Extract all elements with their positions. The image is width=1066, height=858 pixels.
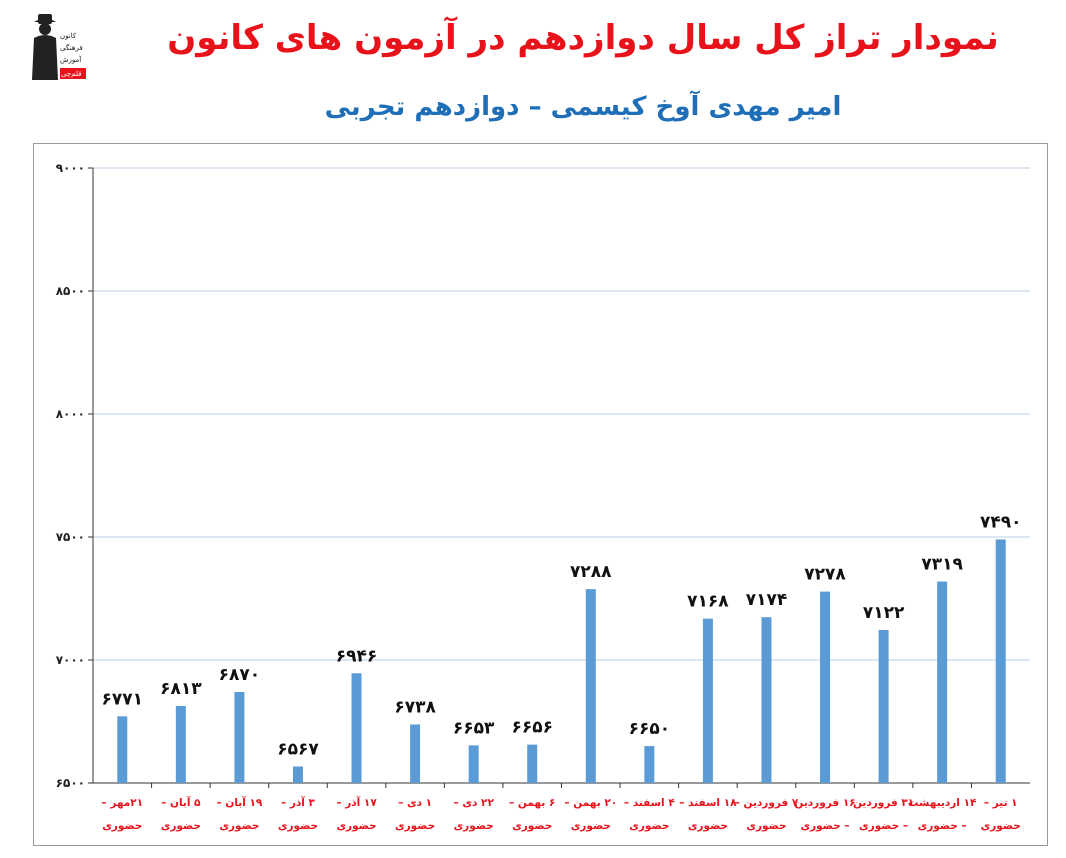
bar bbox=[644, 746, 655, 783]
x-tick-label-sub: حضوری bbox=[981, 820, 1021, 832]
bar bbox=[878, 629, 889, 783]
bar bbox=[995, 539, 1006, 783]
y-tick-label: ۸۵۰۰ bbox=[56, 284, 85, 298]
x-tick-label-sub: حضوری bbox=[219, 820, 259, 832]
x-tick-label: ۵ آبان – bbox=[161, 796, 201, 809]
data-label: ۶۷۳۸ bbox=[394, 697, 436, 717]
data-label: ۷۱۶۸ bbox=[687, 592, 729, 612]
bar bbox=[585, 589, 596, 783]
x-tick-label: ۱۴ اردیبهشت bbox=[908, 797, 977, 809]
x-tick-label: ۲۱مهر – bbox=[101, 797, 143, 809]
bar bbox=[351, 673, 362, 783]
y-tick-label: ۶۵۰۰ bbox=[56, 776, 85, 790]
kanoon-logo: کانون فرهنگی آموزش قلم‌چی bbox=[32, 14, 86, 80]
bar bbox=[527, 744, 538, 783]
data-label: ۷۴۹۰ bbox=[980, 512, 1022, 532]
bar bbox=[117, 716, 128, 783]
y-tick-label: ۷۵۰۰ bbox=[56, 530, 85, 544]
x-tick-label: ۲۰ بهمن – bbox=[564, 797, 617, 809]
x-tick-label: ۱۸ اسفند – bbox=[679, 797, 737, 809]
x-tick-label: ۱ دی – bbox=[398, 797, 432, 809]
bar bbox=[820, 591, 831, 783]
bar bbox=[761, 617, 772, 783]
chart-subtitle: امیر مهدی آوخ کیسمی – دوازدهم تجربی bbox=[324, 92, 842, 122]
bar bbox=[702, 618, 713, 783]
x-tick-label: ۱۷ آذر – bbox=[336, 796, 377, 809]
x-tick-label: ۱ تیر – bbox=[984, 797, 1018, 809]
bar bbox=[234, 691, 245, 783]
x-tick-label-sub: حضوری bbox=[454, 820, 494, 832]
logo-text-3: آموزش bbox=[60, 55, 82, 64]
bar bbox=[410, 724, 421, 783]
x-tick-label: ۷ فروردین – bbox=[735, 797, 799, 809]
x-tick-label-sub: حضوری bbox=[746, 820, 786, 832]
bar bbox=[175, 706, 186, 783]
x-tick-label-sub: – حضوری bbox=[859, 820, 908, 832]
chart-frame bbox=[33, 143, 1048, 846]
x-tick-label-sub: – حضوری bbox=[800, 820, 849, 832]
data-label: ۶۵۶۷ bbox=[277, 740, 319, 760]
data-label: ۶۹۴۶ bbox=[336, 646, 378, 666]
y-tick-label: ۸۰۰۰ bbox=[56, 407, 85, 421]
x-tick-label: ۲۲ دی – bbox=[453, 797, 494, 809]
data-label: ۷۱۷۴ bbox=[746, 590, 788, 610]
bar bbox=[292, 766, 303, 783]
x-tick-label-sub: حضوری bbox=[278, 820, 318, 832]
data-label: ۶۷۷۱ bbox=[102, 689, 144, 709]
data-label: ۶۸۱۳ bbox=[160, 679, 202, 699]
x-tick-label: ۳۱ فروردین bbox=[853, 797, 914, 809]
y-tick-label: ۷۰۰۰ bbox=[56, 653, 85, 667]
x-tick-label-sub: حضوری bbox=[629, 820, 669, 832]
x-tick-label-sub: حضوری bbox=[102, 820, 142, 832]
x-tick-label: ۱۹ آبان – bbox=[216, 796, 262, 809]
bar bbox=[468, 745, 479, 783]
y-tick-label: ۹۰۰۰ bbox=[56, 161, 85, 175]
x-tick-label: ۴ اسفند – bbox=[624, 797, 675, 809]
x-tick-label: ۳ آذر – bbox=[281, 796, 316, 809]
logo-text-1: کانون bbox=[60, 32, 77, 40]
data-label: ۶۶۵۳ bbox=[453, 718, 495, 738]
x-tick-label: ۱۶ فروردین bbox=[794, 797, 855, 809]
bar bbox=[937, 581, 948, 783]
data-label: ۶۶۵۶ bbox=[511, 718, 553, 738]
data-label: ۷۱۲۲ bbox=[863, 603, 905, 623]
data-label: ۶۸۷۰ bbox=[219, 665, 261, 685]
data-label: ۷۲۷۸ bbox=[804, 565, 846, 585]
data-label: ۶۶۵۰ bbox=[629, 719, 671, 739]
data-label: ۷۳۱۹ bbox=[921, 555, 963, 575]
x-tick-label-sub: – حضوری bbox=[918, 820, 967, 832]
logo-text-2: فرهنگی bbox=[60, 43, 83, 52]
x-tick-label-sub: حضوری bbox=[161, 820, 201, 832]
logo-text-4: قلم‌چی bbox=[61, 70, 81, 78]
x-tick-label-sub: حضوری bbox=[336, 820, 376, 832]
x-tick-label-sub: حضوری bbox=[395, 820, 435, 832]
chart-title: نمودار تراز کل سال دوازدهم در آزمون های … bbox=[167, 18, 999, 58]
x-tick-label-sub: حضوری bbox=[512, 820, 552, 832]
x-tick-label-sub: حضوری bbox=[688, 820, 728, 832]
x-tick-label: ۶ بهمن – bbox=[509, 797, 555, 809]
x-tick-label-sub: حضوری bbox=[571, 820, 611, 832]
data-label: ۷۲۸۸ bbox=[570, 562, 612, 582]
